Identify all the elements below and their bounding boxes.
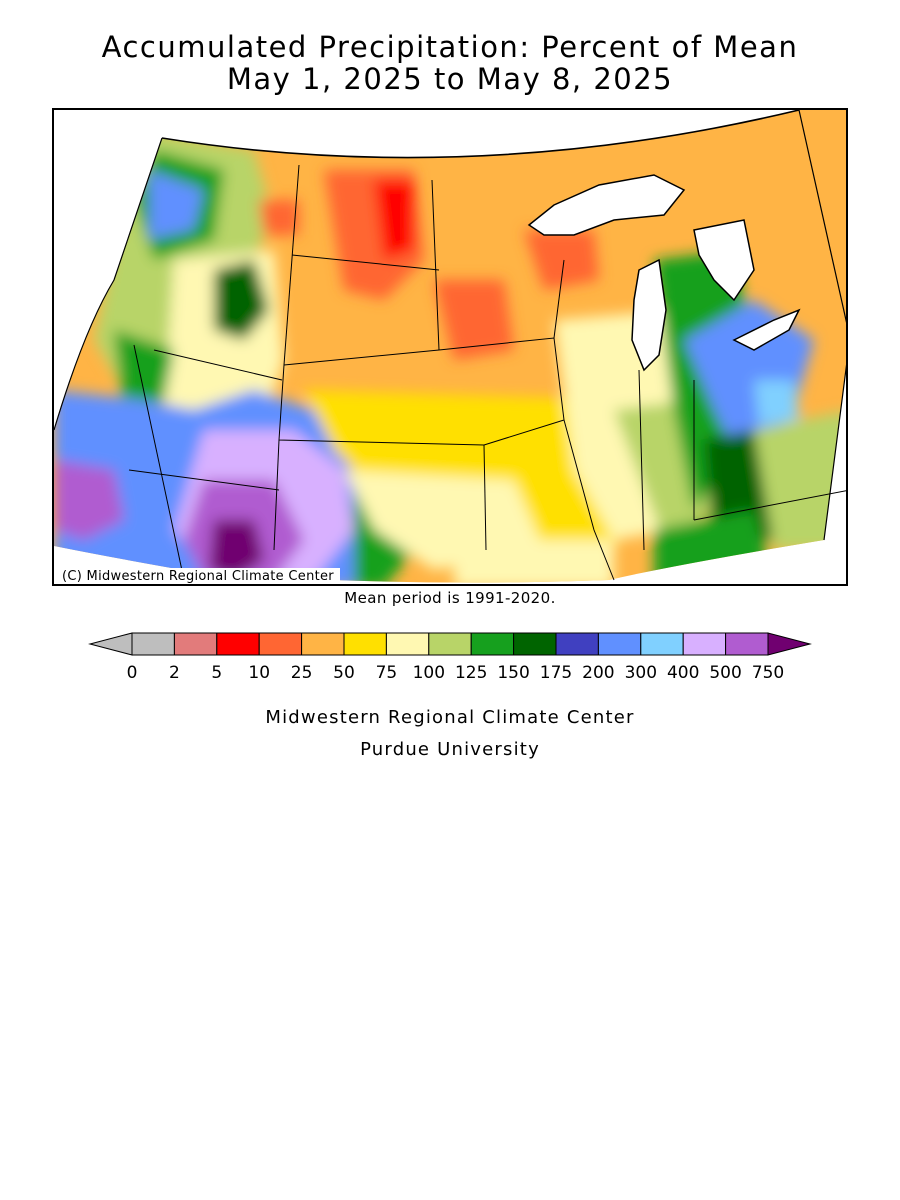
- canada-border: [161, 110, 800, 159]
- legend-swatch-9: [513, 632, 557, 656]
- east-edge: [798, 110, 846, 541]
- border-minnesota-wisconsin: [553, 259, 565, 339]
- patch-100-125-east: [754, 410, 846, 550]
- patch-10-25-montana: [259, 200, 299, 235]
- legend-label-1: 2: [169, 663, 180, 683]
- legend-swatch-5: [343, 632, 387, 656]
- patch-5-10-north-dakota: [374, 180, 414, 260]
- legend-label-11: 200: [582, 663, 614, 683]
- legend-label-2: 5: [211, 663, 222, 683]
- border-colorado-kansas: [273, 439, 280, 551]
- legend-label-12: 300: [625, 663, 657, 683]
- legend-label-4: 25: [291, 663, 313, 683]
- legend-label-13: 400: [667, 663, 699, 683]
- color-legend: 0 2 5 10 25 50 75 100 125 150 175 200 300 400 500 750: [88, 632, 812, 683]
- legend-label-7: 100: [413, 663, 445, 683]
- west-edge: [54, 137, 163, 431]
- legend-label-10: 175: [540, 663, 572, 683]
- border-north-south-dakota: [291, 254, 440, 271]
- border-utah-colorado: [128, 469, 280, 491]
- patch-10-25-wisconsin: [524, 230, 599, 290]
- lake-erie: [732, 308, 801, 351]
- lake-superior: [527, 174, 686, 236]
- border-kansas-missouri: [483, 444, 487, 551]
- legend-swatch-14: [725, 632, 769, 656]
- patch-150-175-idaho: [214, 260, 269, 340]
- footer-org: Midwestern Regional Climate Center: [265, 707, 635, 728]
- legend-swatch-6: [385, 632, 430, 656]
- map-credit: (C) Midwestern Regional Climate Center: [54, 568, 340, 584]
- patch-10-25-minnesota: [434, 280, 514, 360]
- legend-swatch-8: [470, 632, 515, 656]
- legend-swatch-4: [301, 632, 345, 656]
- footer-university: Purdue University: [360, 739, 540, 760]
- legend-swatch-3: [258, 632, 303, 656]
- legend-swatch-11: [597, 632, 642, 656]
- border-south-dakota-nebraska: [283, 349, 440, 366]
- legend-under-arrow: [88, 632, 133, 656]
- patch-75-100-missouri: [454, 540, 614, 583]
- legend-swatch-12: [640, 632, 684, 656]
- patch-200-300-ohio: [684, 300, 814, 470]
- border-wyoming-idaho: [153, 349, 283, 381]
- legend-swatch-0: [131, 632, 175, 656]
- border-illinois-indiana: [638, 369, 645, 551]
- legend-swatch-13: [682, 632, 727, 656]
- border-ohio-river: [693, 490, 846, 521]
- legend-label-0: 0: [127, 663, 138, 683]
- map-title-line-2: May 1, 2025 to May 8, 2025: [226, 62, 674, 96]
- legend-label-14: 500: [709, 663, 741, 683]
- legend-swatch-10: [555, 632, 599, 656]
- patch-500-750-west: [54, 460, 124, 540]
- patch-200-300-north-idaho: [149, 170, 204, 240]
- patch-over-750-colorado: [209, 520, 264, 580]
- legend-label-5: 50: [333, 663, 355, 683]
- legend-label-6: 75: [376, 663, 398, 683]
- great-lakes: [527, 174, 801, 372]
- precipitation-field: [54, 110, 846, 583]
- legend-label-8: 125: [455, 663, 487, 683]
- patch-300-400-ohio: [754, 380, 799, 425]
- border-montana-dakotas: [283, 164, 300, 366]
- patch-125-150-oregon: [114, 330, 174, 410]
- map-title-line-1: Accumulated Precipitation: Percent of Me…: [101, 30, 799, 64]
- state-boundaries: [128, 164, 846, 581]
- border-nevada-utah: [133, 344, 185, 581]
- lake-huron: [693, 219, 755, 302]
- precipitation-map: (C) Midwestern Regional Climate Center: [52, 108, 848, 586]
- legend-swatch-2: [216, 632, 260, 656]
- legend-swatch-7: [428, 632, 472, 656]
- border-iowa: [438, 337, 565, 446]
- legend-label-15: 750: [752, 663, 784, 683]
- mean-period-note: Mean period is 1991-2020.: [344, 589, 556, 607]
- border-mississippi: [563, 419, 615, 581]
- legend-label-9: 150: [497, 663, 529, 683]
- precipitation-map-canvas: [54, 110, 846, 583]
- legend-over-arrow: [767, 632, 812, 656]
- legend-label-3: 10: [248, 663, 270, 683]
- border-dakotas-minnesota: [431, 179, 440, 351]
- legend-swatch-1: [173, 632, 218, 656]
- lake-michigan: [631, 258, 667, 372]
